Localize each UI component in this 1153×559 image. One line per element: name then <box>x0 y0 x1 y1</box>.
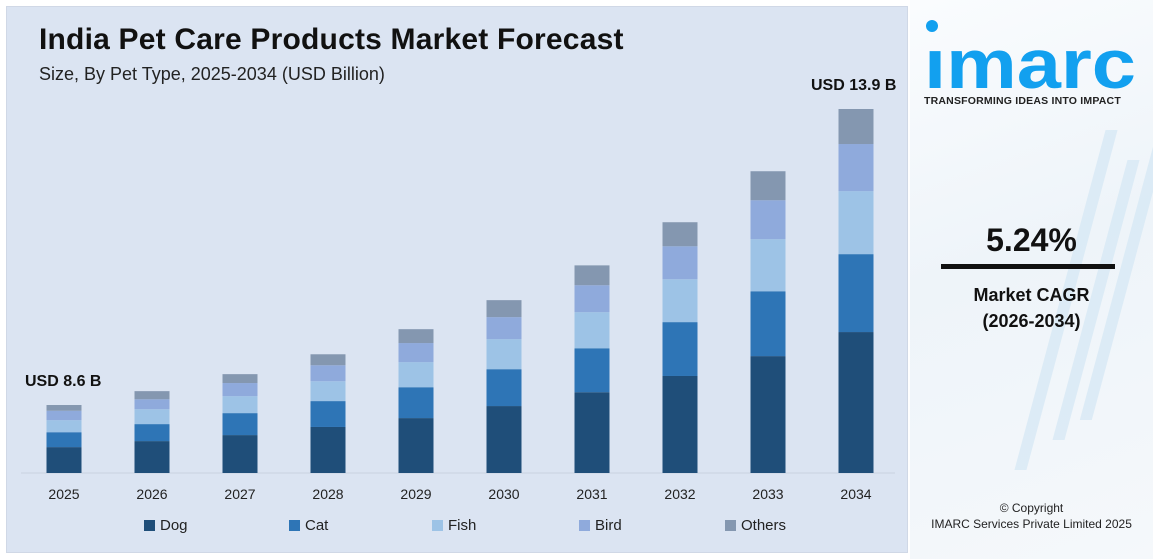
legend-swatch <box>432 520 443 531</box>
legend-swatch <box>579 520 590 531</box>
bar-dog-2032 <box>662 375 698 473</box>
divider <box>941 264 1115 269</box>
bar-dog-2033 <box>750 356 786 473</box>
legend-swatch <box>144 520 155 531</box>
x-tick-label: 2032 <box>664 486 695 502</box>
bar-cat-2029 <box>398 387 434 419</box>
x-tick-label: 2033 <box>752 486 783 502</box>
bar-others-2032 <box>662 222 698 247</box>
legend-swatch <box>289 520 300 531</box>
x-tick-label: 2031 <box>576 486 607 502</box>
bar-fish-2027 <box>222 396 258 414</box>
bar-fish-2034 <box>838 191 874 255</box>
bar-others-2028 <box>310 354 346 366</box>
bar-fish-2025 <box>46 420 82 433</box>
bar-dog-2029 <box>398 418 434 473</box>
x-tick-label: 2027 <box>224 486 255 502</box>
x-tick-label: 2028 <box>312 486 343 502</box>
chart-subtitle: Size, By Pet Type, 2025-2034 (USD Billio… <box>39 64 385 84</box>
x-tick-label: 2026 <box>136 486 167 502</box>
legend-item-others: Others <box>725 517 786 534</box>
bar-dog-2034 <box>838 332 874 473</box>
x-tick-label: 2034 <box>840 486 871 502</box>
bar-bird-2027 <box>222 383 258 397</box>
bar-cat-2025 <box>46 432 82 448</box>
cagr-value: 5.24% <box>986 222 1077 258</box>
stacked-bar-chart: 2025 2026 2027 2028 2029 2030 2031 2032 2033 2034 <box>21 109 895 502</box>
bar-others-2026 <box>134 391 170 400</box>
legend-label: Bird <box>595 517 622 534</box>
bar-dog-2031 <box>574 392 610 473</box>
bar-fish-2033 <box>750 239 786 292</box>
legend-item-fish: Fish <box>432 517 476 534</box>
bar-cat-2031 <box>574 348 610 393</box>
bar-fish-2029 <box>398 362 434 388</box>
svg-text:ımarc: ımarc <box>924 25 1136 94</box>
bar-cat-2034 <box>838 254 874 333</box>
cagr-label: Market CAGR (2026-2034) <box>910 282 1153 334</box>
legend-label: Dog <box>160 517 188 534</box>
bar-bird-2033 <box>750 200 786 240</box>
bar-cat-2028 <box>310 401 346 427</box>
bar-dog-2026 <box>134 441 170 473</box>
company-name: IMARC Services Private Limited 2025 <box>931 517 1132 531</box>
bar-others-2034 <box>838 109 874 145</box>
bar-others-2030 <box>486 300 522 318</box>
copyright: © Copyright IMARC Services Private Limit… <box>910 500 1153 532</box>
tagline: TRANSFORMING IDEAS INTO IMPACT <box>924 95 1121 107</box>
bar-dog-2027 <box>222 435 258 473</box>
bar-bird-2029 <box>398 343 434 363</box>
legend-label: Others <box>741 517 787 534</box>
chart-panel: India Pet Care Products Market Forecast … <box>6 6 908 553</box>
bar-dog-2030 <box>486 406 522 473</box>
bar-bird-2031 <box>574 285 610 313</box>
legend-item-bird: Bird <box>579 517 622 534</box>
bar-others-2027 <box>222 374 258 384</box>
bar-bird-2034 <box>838 144 874 192</box>
imarc-logo: ımarc <box>924 20 1136 94</box>
x-tick-label: 2025 <box>48 486 79 502</box>
x-tick-label: 2029 <box>400 486 431 502</box>
bar-bird-2026 <box>134 399 170 410</box>
legend-item-cat: Cat <box>289 517 328 534</box>
bar-fish-2031 <box>574 312 610 349</box>
bar-bird-2028 <box>310 365 346 382</box>
bar-cat-2030 <box>486 369 522 407</box>
data-label-2025: USD 8.6 B <box>25 373 102 390</box>
bar-bird-2025 <box>46 410 82 421</box>
legend-swatch <box>725 520 736 531</box>
bar-others-2029 <box>398 329 434 344</box>
bar-cat-2027 <box>222 413 258 436</box>
side-panel: ımarc TRANSFORMING IDEAS INTO IMPACT 5.2… <box>910 0 1153 559</box>
chart-title: India Pet Care Products Market Forecast <box>39 23 624 56</box>
bar-dog-2025 <box>46 447 82 473</box>
cagr-label-text: Market CAGR <box>973 285 1090 305</box>
data-label-2034: USD 13.9 B <box>811 77 897 94</box>
bar-bird-2030 <box>486 317 522 340</box>
legend-item-dog: Dog <box>144 517 188 534</box>
bar-others-2033 <box>750 171 786 201</box>
bar-cat-2026 <box>134 424 170 442</box>
legend-label: Fish <box>448 517 477 534</box>
legend-label: Cat <box>305 517 329 534</box>
bar-dog-2028 <box>310 426 346 473</box>
x-tick-label: 2030 <box>488 486 519 502</box>
bar-fish-2026 <box>134 409 170 425</box>
cagr-period: (2026-2034) <box>982 311 1081 331</box>
copyright-label: © Copyright <box>999 501 1064 515</box>
bar-others-2025 <box>46 405 82 411</box>
bar-fish-2028 <box>310 381 346 402</box>
bar-bird-2032 <box>662 246 698 280</box>
bar-others-2031 <box>574 265 610 286</box>
bar-fish-2030 <box>486 339 522 370</box>
legend: Dog Cat Fish Bird Others <box>7 517 909 537</box>
bar-fish-2032 <box>662 279 698 323</box>
bar-cat-2033 <box>750 291 786 357</box>
bar-cat-2032 <box>662 322 698 376</box>
